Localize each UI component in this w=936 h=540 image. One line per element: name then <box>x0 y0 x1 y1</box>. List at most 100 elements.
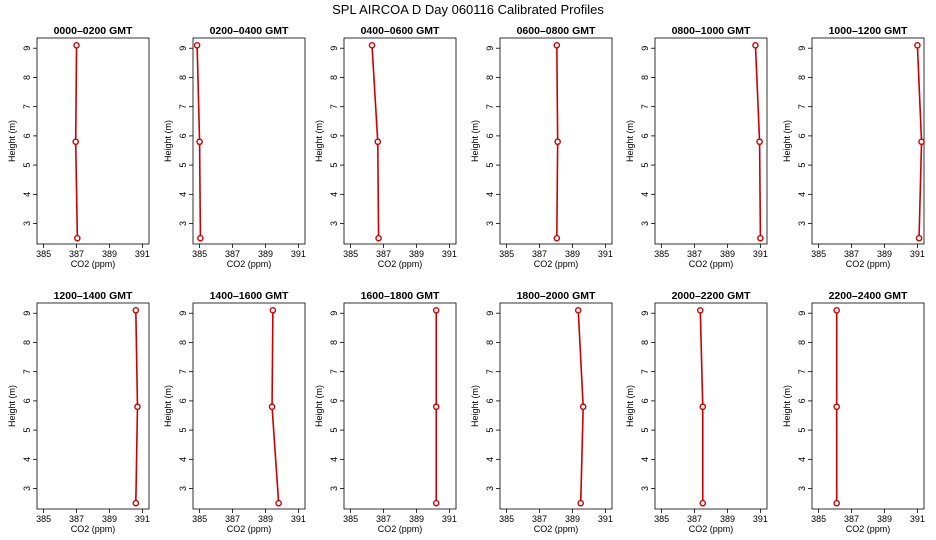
y-tick-label: 8 <box>640 75 650 80</box>
x-tick-label: 385 <box>499 249 514 259</box>
y-tick-label: 6 <box>22 398 32 403</box>
y-tick-label: 7 <box>797 104 807 109</box>
y-tick-label: 5 <box>22 428 32 433</box>
panel-title: 1000–1200 GMT <box>829 25 908 37</box>
panel-8: 1400–1600 GMT 385 387 389 391 CO2 (ppm) 3 4 5 6 7 8… <box>163 290 306 534</box>
x-axis-label: CO2 (ppm) <box>534 524 579 534</box>
panel-title: 0800–1000 GMT <box>672 25 751 37</box>
x-tick-label: 389 <box>102 514 117 524</box>
y-tick-label: 9 <box>640 311 650 316</box>
y-tick-label: 9 <box>485 46 495 51</box>
x-tick-label: 387 <box>532 514 547 524</box>
y-tick-label: 9 <box>22 311 32 316</box>
figure-title: SPL AIRCOA D Day 060116 Calibrated Profi… <box>332 2 604 17</box>
profile-point <box>918 138 925 146</box>
profile-point <box>134 403 141 411</box>
x-axis-label: CO2 (ppm) <box>534 259 579 269</box>
y-tick-label: 8 <box>22 75 32 80</box>
plot-frame <box>36 302 150 510</box>
x-axis-label: CO2 (ppm) <box>71 524 116 534</box>
x-tick-label: 391 <box>291 249 306 259</box>
panel-11: 2000–2200 GMT 385 387 389 391 CO2 (ppm) 3 4 5 6 7 8… <box>625 290 768 534</box>
y-axis-label: Height (m) <box>163 120 173 162</box>
y-tick-label: 7 <box>329 104 339 109</box>
panel-12: 2200–2400 GMT 385 387 389 391 CO2 (ppm) 3 4 5 6 7 8… <box>782 290 925 534</box>
y-tick-label: 4 <box>329 192 339 197</box>
y-tick-label: 8 <box>485 340 495 345</box>
profile-point <box>432 403 440 411</box>
x-tick-label: 385 <box>811 514 826 524</box>
x-tick-label: 391 <box>753 514 768 524</box>
profile-point <box>275 499 282 507</box>
x-tick-label: 391 <box>442 249 457 259</box>
y-tick-label: 3 <box>797 221 807 226</box>
plot-frame <box>654 302 768 510</box>
y-tick-label: 5 <box>797 163 807 168</box>
profile-point <box>132 307 140 314</box>
panel-title: 0000–0200 GMT <box>54 25 133 37</box>
panel-title: 0200–0400 GMT <box>210 25 289 37</box>
x-tick-label: 385 <box>343 249 358 259</box>
y-tick-label: 8 <box>797 75 807 80</box>
y-tick-label: 9 <box>485 311 495 316</box>
profile-point <box>268 403 276 411</box>
y-tick-label: 9 <box>178 46 188 51</box>
plot-frame <box>192 302 306 510</box>
y-tick-label: 4 <box>329 457 339 462</box>
panel-10: 1800–2000 GMT 385 387 389 391 CO2 (ppm) 3 4 5 6 7 8… <box>470 290 613 534</box>
y-tick-label: 4 <box>485 457 495 462</box>
x-axis-label: CO2 (ppm) <box>846 259 891 269</box>
panel-6: 1000–1200 GMT 385 387 389 391 CO2 (ppm) 3 4 5 6 7 8… <box>782 25 925 269</box>
x-tick-label: 385 <box>36 249 51 259</box>
y-tick-label: 6 <box>22 133 32 138</box>
y-axis-label: Height (m) <box>625 120 635 162</box>
profile-point <box>132 499 140 507</box>
plot-frame <box>499 302 613 510</box>
y-tick-label: 8 <box>640 340 650 345</box>
x-tick-label: 391 <box>910 249 925 259</box>
y-tick-label: 4 <box>797 457 807 462</box>
panel-5: 0800–1000 GMT 385 387 389 391 CO2 (ppm) 3 4 5 6 7 8… <box>625 25 768 269</box>
y-tick-label: 9 <box>797 46 807 51</box>
panel-4: 0600–0800 GMT 385 387 389 391 CO2 (ppm) 3 4 5 6 7 8… <box>470 25 613 269</box>
x-axis-label: CO2 (ppm) <box>227 524 272 534</box>
y-tick-label: 6 <box>485 133 495 138</box>
profile-point <box>915 234 923 242</box>
x-tick-label: 391 <box>442 514 457 524</box>
y-tick-label: 7 <box>178 104 188 109</box>
y-tick-label: 7 <box>22 104 32 109</box>
y-tick-label: 6 <box>178 133 188 138</box>
y-tick-label: 9 <box>329 46 339 51</box>
y-tick-label: 5 <box>485 163 495 168</box>
y-tick-label: 5 <box>22 163 32 168</box>
profile-point <box>72 138 80 146</box>
x-tick-label: 391 <box>598 514 613 524</box>
profile-point <box>73 42 80 49</box>
y-axis-label: Height (m) <box>7 120 17 162</box>
y-tick-label: 6 <box>329 398 339 403</box>
x-tick-label: 389 <box>720 514 735 524</box>
x-tick-label: 385 <box>654 249 669 259</box>
y-tick-label: 7 <box>22 369 32 374</box>
panel-title: 2200–2400 GMT <box>829 290 908 302</box>
x-tick-label: 387 <box>687 514 702 524</box>
y-tick-label: 5 <box>485 428 495 433</box>
plot-frame <box>499 37 613 245</box>
x-tick-label: 389 <box>565 514 580 524</box>
x-axis-label: CO2 (ppm) <box>378 259 423 269</box>
plot-frame <box>811 302 925 510</box>
y-tick-label: 3 <box>178 221 188 226</box>
plot-frame <box>36 37 150 245</box>
y-tick-label: 8 <box>178 340 188 345</box>
x-tick-label: 385 <box>811 249 826 259</box>
y-axis-label: Height (m) <box>314 120 324 162</box>
panel-title: 1800–2000 GMT <box>517 290 596 302</box>
panel-1: 0000–0200 GMT 385 387 389 391 CO2 (ppm) 3 4 5 6 7 8… <box>7 25 150 269</box>
y-tick-label: 7 <box>485 104 495 109</box>
y-tick-label: 8 <box>485 75 495 80</box>
x-tick-label: 391 <box>753 249 768 259</box>
y-tick-label: 9 <box>22 46 32 51</box>
plot-frame <box>192 37 306 245</box>
x-tick-label: 389 <box>877 249 892 259</box>
